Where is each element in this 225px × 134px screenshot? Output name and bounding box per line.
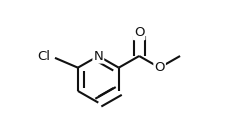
Text: O: O [133,26,144,39]
Text: O: O [154,61,164,74]
Text: Cl: Cl [38,50,50,63]
Text: N: N [93,50,103,63]
